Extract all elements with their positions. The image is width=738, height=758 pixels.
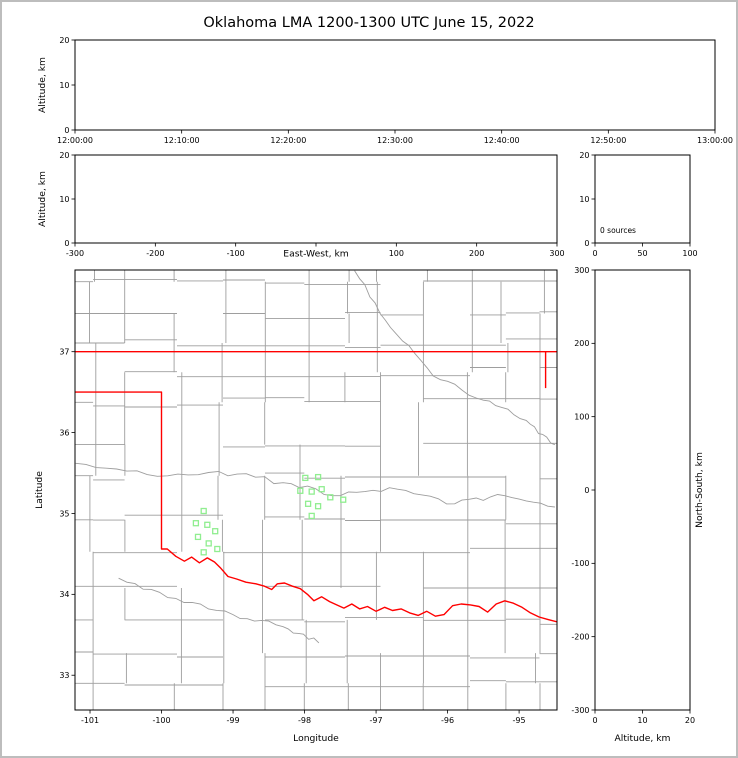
y-tick-label: 34 — [59, 590, 69, 599]
y-tick-label: 20 — [59, 36, 69, 45]
x-tick-label: 13:00:00 — [697, 136, 733, 145]
x-tick-label: 10 — [637, 716, 647, 725]
x-tick-label: 20 — [685, 716, 695, 725]
river-line — [75, 462, 555, 508]
y-tick-label: 0 — [584, 486, 589, 495]
station-marker — [340, 496, 347, 503]
axes-frame — [74, 39, 716, 131]
y-tick-label: 100 — [574, 412, 589, 421]
eastwest-xlabel: East-West, km — [283, 249, 349, 260]
y-tick-label: -300 — [571, 706, 589, 715]
station-marker — [200, 507, 207, 515]
source-count-annotation: 0 sources — [600, 226, 636, 235]
y-tick-label: 37 — [59, 347, 69, 356]
time-height-ylabel: Altitude, km — [37, 57, 48, 113]
x-tick-label: -97 — [370, 716, 383, 725]
panel-northsouth-height: 0 10 20 -300 -200 -100 0 100 200 300 — [571, 266, 695, 725]
x-tick-label: -200 — [146, 249, 164, 258]
y-tick-label: 10 — [59, 81, 69, 90]
x-tick-label: 12:50:00 — [590, 136, 626, 145]
x-tick-label: 100 — [389, 249, 404, 258]
state-border — [75, 391, 557, 623]
x-tick-label: 0 — [592, 716, 597, 725]
x-tick-label: 200 — [469, 249, 484, 258]
map-xlabel: Longitude — [293, 733, 339, 744]
station-marker — [314, 503, 322, 510]
y-tick-label: 0 — [64, 239, 69, 248]
station-marker — [302, 474, 309, 482]
y-tick-label: 10 — [59, 195, 69, 204]
river-line — [354, 270, 556, 446]
axes-frame — [594, 269, 691, 711]
x-tick-label: -100 — [152, 716, 170, 725]
panel-altitude-histogram: 0 50 100 0 10 20 — [579, 151, 697, 258]
station-marker — [327, 494, 334, 501]
plot-title: Oklahoma LMA 1200-1300 UTC June 15, 2022 — [203, 15, 534, 31]
station-marker — [304, 500, 312, 507]
river-line — [118, 577, 320, 644]
station-marker — [308, 512, 315, 520]
station-marker — [297, 487, 304, 494]
x-tick-label: 12:20:00 — [270, 136, 306, 145]
x-tick-label: 50 — [637, 249, 647, 258]
map-content — [75, 270, 557, 710]
axes-frame — [74, 269, 558, 711]
station-marker — [214, 545, 221, 553]
x-tick-label: 12:10:00 — [164, 136, 200, 145]
county-boundaries — [75, 270, 557, 710]
station-marker — [318, 486, 325, 493]
station-marker — [314, 473, 322, 481]
station-marker — [200, 549, 207, 556]
y-tick-label: 0 — [64, 126, 69, 135]
x-tick-label: -100 — [227, 249, 245, 258]
x-tick-label: 0 — [592, 249, 597, 258]
x-tick-label: -96 — [441, 716, 454, 725]
y-tick-label: 0 — [584, 239, 589, 248]
axes-frame — [74, 154, 558, 244]
x-tick-label: -99 — [227, 716, 240, 725]
x-tick-label: -300 — [66, 249, 84, 258]
station-marker — [194, 533, 202, 541]
x-tick-label: 12:40:00 — [484, 136, 520, 145]
station-marker — [205, 540, 212, 547]
y-tick-label: 300 — [574, 266, 589, 275]
x-tick-label: 300 — [549, 249, 564, 258]
northsouth-ylabel: North-South, km — [694, 452, 705, 528]
x-tick-label: 100 — [682, 249, 697, 258]
y-tick-label: 20 — [579, 151, 589, 160]
map-ylabel: Latitude — [34, 471, 45, 509]
y-tick-label: 200 — [574, 339, 589, 348]
panel-eastwest-height: -300 -200 -100 100 200 300 0 10 20 — [59, 151, 564, 258]
station-marker — [204, 521, 211, 528]
y-tick-label: 35 — [59, 509, 69, 518]
y-tick-label: 10 — [579, 195, 589, 204]
eastwest-height-ylabel: Altitude, km — [37, 171, 48, 227]
lma-stations — [192, 473, 347, 556]
x-tick-label: 12:00:00 — [57, 136, 93, 145]
y-tick-label: -100 — [571, 559, 589, 568]
y-tick-label: 33 — [59, 671, 69, 680]
x-tick-label: -95 — [513, 716, 526, 725]
y-tick-label: 20 — [59, 151, 69, 160]
northsouth-xlabel: Altitude, km — [614, 733, 670, 744]
y-tick-label: 36 — [59, 428, 69, 437]
panel-time-height: 12:00:00 12:10:00 12:20:00 12:30:00 12:40:00… — [57, 36, 733, 145]
x-tick-label: 12:30:00 — [377, 136, 413, 145]
y-tick-label: -200 — [571, 632, 589, 641]
panel-plan-view-map: -101 -100 -99 -98 -97 -96 -95 33 34 35 36 37 — [59, 269, 558, 725]
station-marker — [212, 528, 219, 535]
x-tick-label: -98 — [298, 716, 311, 725]
station-marker — [308, 488, 315, 495]
station-marker — [192, 520, 200, 527]
x-tick-label: -101 — [81, 716, 99, 725]
